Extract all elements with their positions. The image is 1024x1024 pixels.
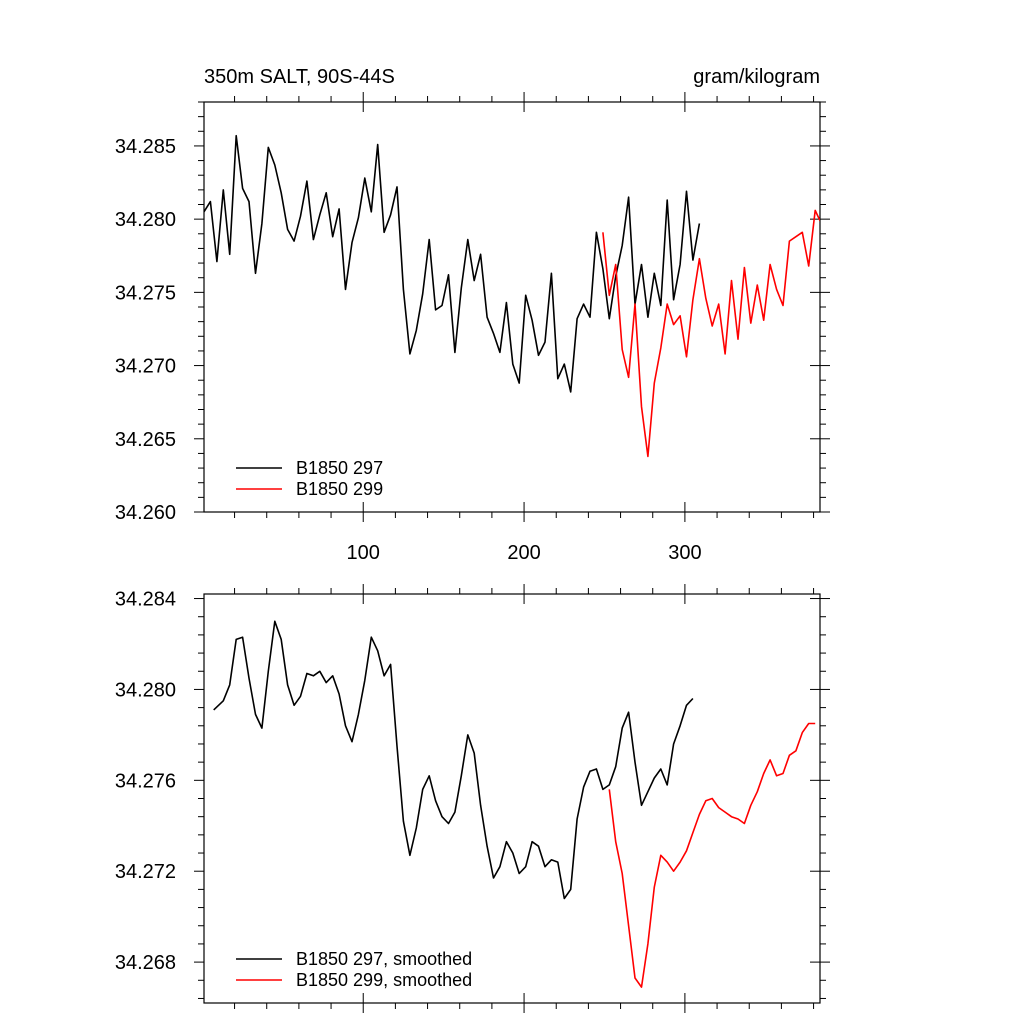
- top-series-line-red: [602, 209, 820, 458]
- top-y-tick-label: 34.260: [115, 502, 176, 524]
- top-x-tick-label: 200: [507, 542, 540, 564]
- top-panel: 100 200 300 34.260 34.265 34.270 34.275 34.280 3…: [115, 66, 830, 564]
- top-legend-label: B1850 299: [296, 479, 383, 499]
- bottom-y-tick-label: 34.276: [115, 770, 176, 792]
- bottom-y-tick-label: 34.284: [115, 589, 176, 611]
- top-legend-label: B1850 297: [296, 458, 383, 478]
- bottom-legend-label: B1850 299, smoothed: [296, 970, 472, 990]
- top-y-tick-label: 34.265: [115, 429, 176, 451]
- top-y-tick-label: 34.285: [115, 136, 176, 158]
- bottom-y-tick-label: 34.280: [115, 679, 176, 701]
- bottom-panel: 34.268 34.272 34.276 34.280 34.284 B1850 297,…: [115, 584, 830, 1013]
- top-y-tick-label: 34.270: [115, 356, 176, 378]
- chart-title-left: 350m SALT, 90S-44S: [204, 66, 395, 88]
- chart-title-right: gram/kilogram: [693, 66, 820, 88]
- top-y-tick-label: 34.275: [115, 282, 176, 304]
- top-x-tick-label: 300: [668, 542, 701, 564]
- bottom-y-tick-label: 34.272: [115, 861, 176, 883]
- top-plot-frame: [203, 101, 821, 513]
- bottom-plot-frame: [203, 593, 821, 1004]
- top-series-line-black: [204, 134, 701, 393]
- top-x-tick-label: 100: [347, 542, 380, 564]
- bottom-legend-label: B1850 297, smoothed: [296, 949, 472, 969]
- bottom-series-line-black: [213, 620, 694, 900]
- bottom-series-line-red: [608, 722, 816, 988]
- bottom-y-tick-label: 34.268: [115, 952, 176, 974]
- top-y-tick-label: 34.280: [115, 209, 176, 231]
